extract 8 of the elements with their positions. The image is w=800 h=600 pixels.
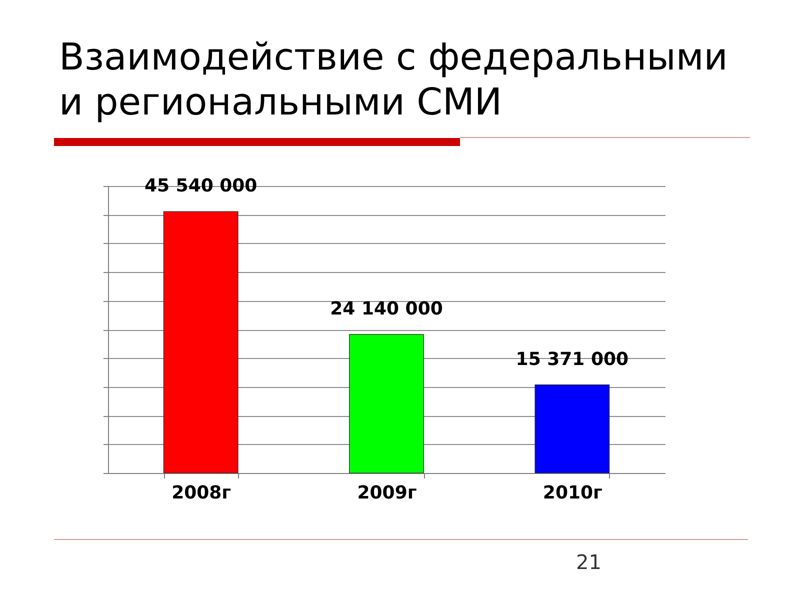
chart-title: Взаимодействие с федеральными и региональными СМИ xyxy=(59,36,728,124)
data-label: 15 371 000 xyxy=(516,348,629,370)
text: 21 xyxy=(576,550,602,574)
x-tick-label: 2009г xyxy=(357,482,417,504)
data-label: 45 540 000 xyxy=(144,176,258,197)
data-label: 24 140 000 xyxy=(330,298,443,320)
x-tick-label: 2008г xyxy=(172,482,232,504)
x-tick-label: 2010г xyxy=(542,482,602,504)
